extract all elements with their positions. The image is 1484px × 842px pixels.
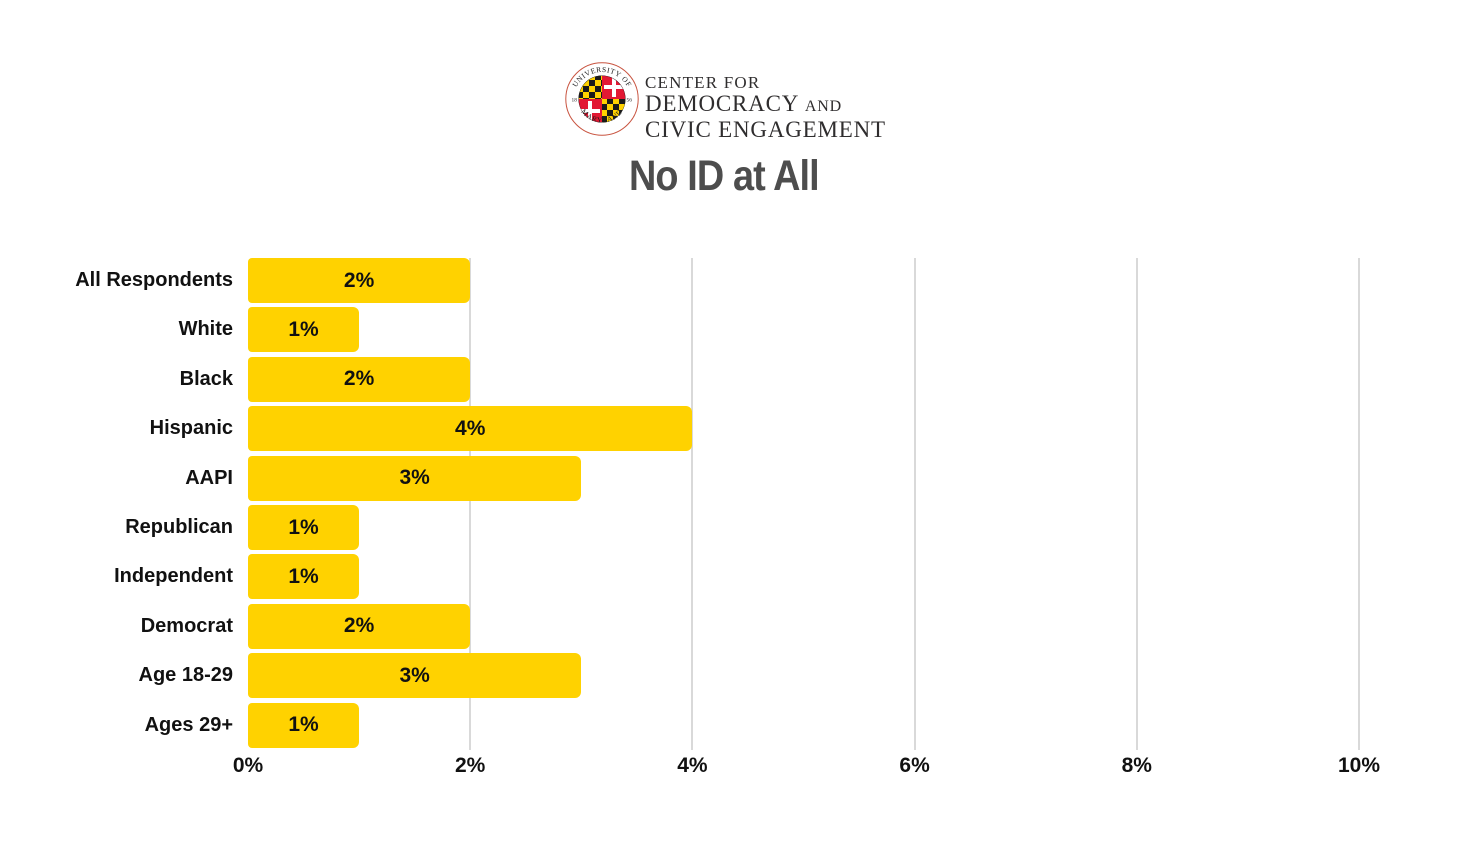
- bar-age-18-29: 3%: [248, 653, 582, 699]
- bar-black: 2%: [248, 356, 471, 402]
- logo-line-1: CENTER FOR: [645, 73, 761, 92]
- gridline-8%: [1135, 258, 1138, 750]
- gridline-10%: [1358, 258, 1360, 750]
- chart-row: AAPI 3%: [0, 455, 1484, 501]
- logo-wordmark: CENTER FOR DEMOCRACY AND CIVIC ENGAGEMEN…: [645, 73, 886, 142]
- bar-ages-29-: 1%: [248, 702, 360, 748]
- category-label: Independent: [114, 565, 233, 588]
- chart-row: Democrat 2%: [0, 603, 1484, 649]
- chart-row: White 1%: [0, 307, 1484, 353]
- category-label: White: [178, 318, 233, 341]
- x-axis-tick-label: 10%: [1337, 754, 1381, 777]
- logo-line-2-and: AND: [804, 98, 842, 115]
- x-axis-tick-label: 0%: [232, 754, 264, 777]
- bar-aapi: 3%: [248, 455, 582, 501]
- chart-row: Independent 1%: [0, 554, 1484, 600]
- bar-hispanic: 4%: [248, 406, 693, 452]
- x-axis-tick-label: 6%: [899, 754, 930, 777]
- bar-value-label: 4%: [455, 416, 486, 440]
- seal-year-right: 56: [627, 98, 633, 104]
- bar-all-respondents: 2%: [248, 258, 471, 303]
- bar-value-label: 1%: [288, 515, 319, 539]
- bar-value-label: 3%: [399, 663, 430, 687]
- category-label: AAPI: [185, 466, 233, 489]
- logo-line-3: CIVIC ENGAGEMENT: [645, 117, 886, 142]
- bar-value-label: 2%: [343, 367, 375, 391]
- chart-area: All Respondents 2% White 1% Black 2% Hispanic 4…: [0, 258, 1484, 750]
- bar-value-label: 1%: [288, 564, 319, 588]
- chart-row: Age 18-29 3%: [0, 653, 1484, 699]
- category-label: Black: [179, 367, 233, 390]
- chart-title: No ID at All: [0, 152, 1484, 201]
- category-label: All Respondents: [75, 269, 233, 291]
- chart-title-text: No ID at All: [629, 152, 820, 200]
- category-label: Ages 29+: [144, 713, 233, 736]
- category-label: Democrat: [140, 614, 233, 637]
- logo-block: UNIVERSITY OF MARYLAND 18 56 CENTER FOR …: [565, 62, 886, 142]
- gridline-2%: [469, 258, 472, 750]
- bar-republican: 1%: [248, 505, 360, 550]
- logo-line-2-main: DEMOCRACY: [645, 91, 799, 116]
- logo-line-2: DEMOCRACY AND: [645, 92, 886, 118]
- chart-row: Ages 29+ 1%: [0, 702, 1484, 748]
- x-axis-tick-label: 4%: [677, 754, 708, 777]
- bar-independent: 1%: [248, 554, 360, 600]
- chart-row: Hispanic 4%: [0, 406, 1484, 452]
- bar-white: 1%: [248, 307, 360, 353]
- chart-row: Black 2%: [0, 356, 1484, 402]
- bar-value-label: 2%: [343, 614, 375, 638]
- gridline-4%: [691, 258, 694, 750]
- chart-row: All Respondents 2%: [0, 258, 1484, 303]
- bar-value-label: 3%: [399, 466, 430, 490]
- bar-value-label: 1%: [288, 317, 319, 341]
- university-of-maryland-seal-icon: UNIVERSITY OF MARYLAND 18 56: [565, 62, 639, 136]
- x-axis-tick-label: 8%: [1121, 754, 1152, 777]
- category-label: Hispanic: [149, 417, 233, 440]
- category-label: Age 18-29: [138, 664, 234, 687]
- category-label: Republican: [125, 516, 233, 538]
- x-axis-tick-label: 2%: [455, 754, 486, 777]
- bar-value-label: 2%: [343, 268, 375, 292]
- seal-year-left: 18: [572, 98, 578, 104]
- bar-democrat: 2%: [248, 603, 471, 649]
- x-axis: 0% 2% 4% 6% 8% 10%: [0, 754, 1484, 788]
- chart-row: Republican 1%: [0, 505, 1484, 550]
- gridline-6%: [913, 258, 916, 750]
- bar-value-label: 1%: [288, 713, 319, 737]
